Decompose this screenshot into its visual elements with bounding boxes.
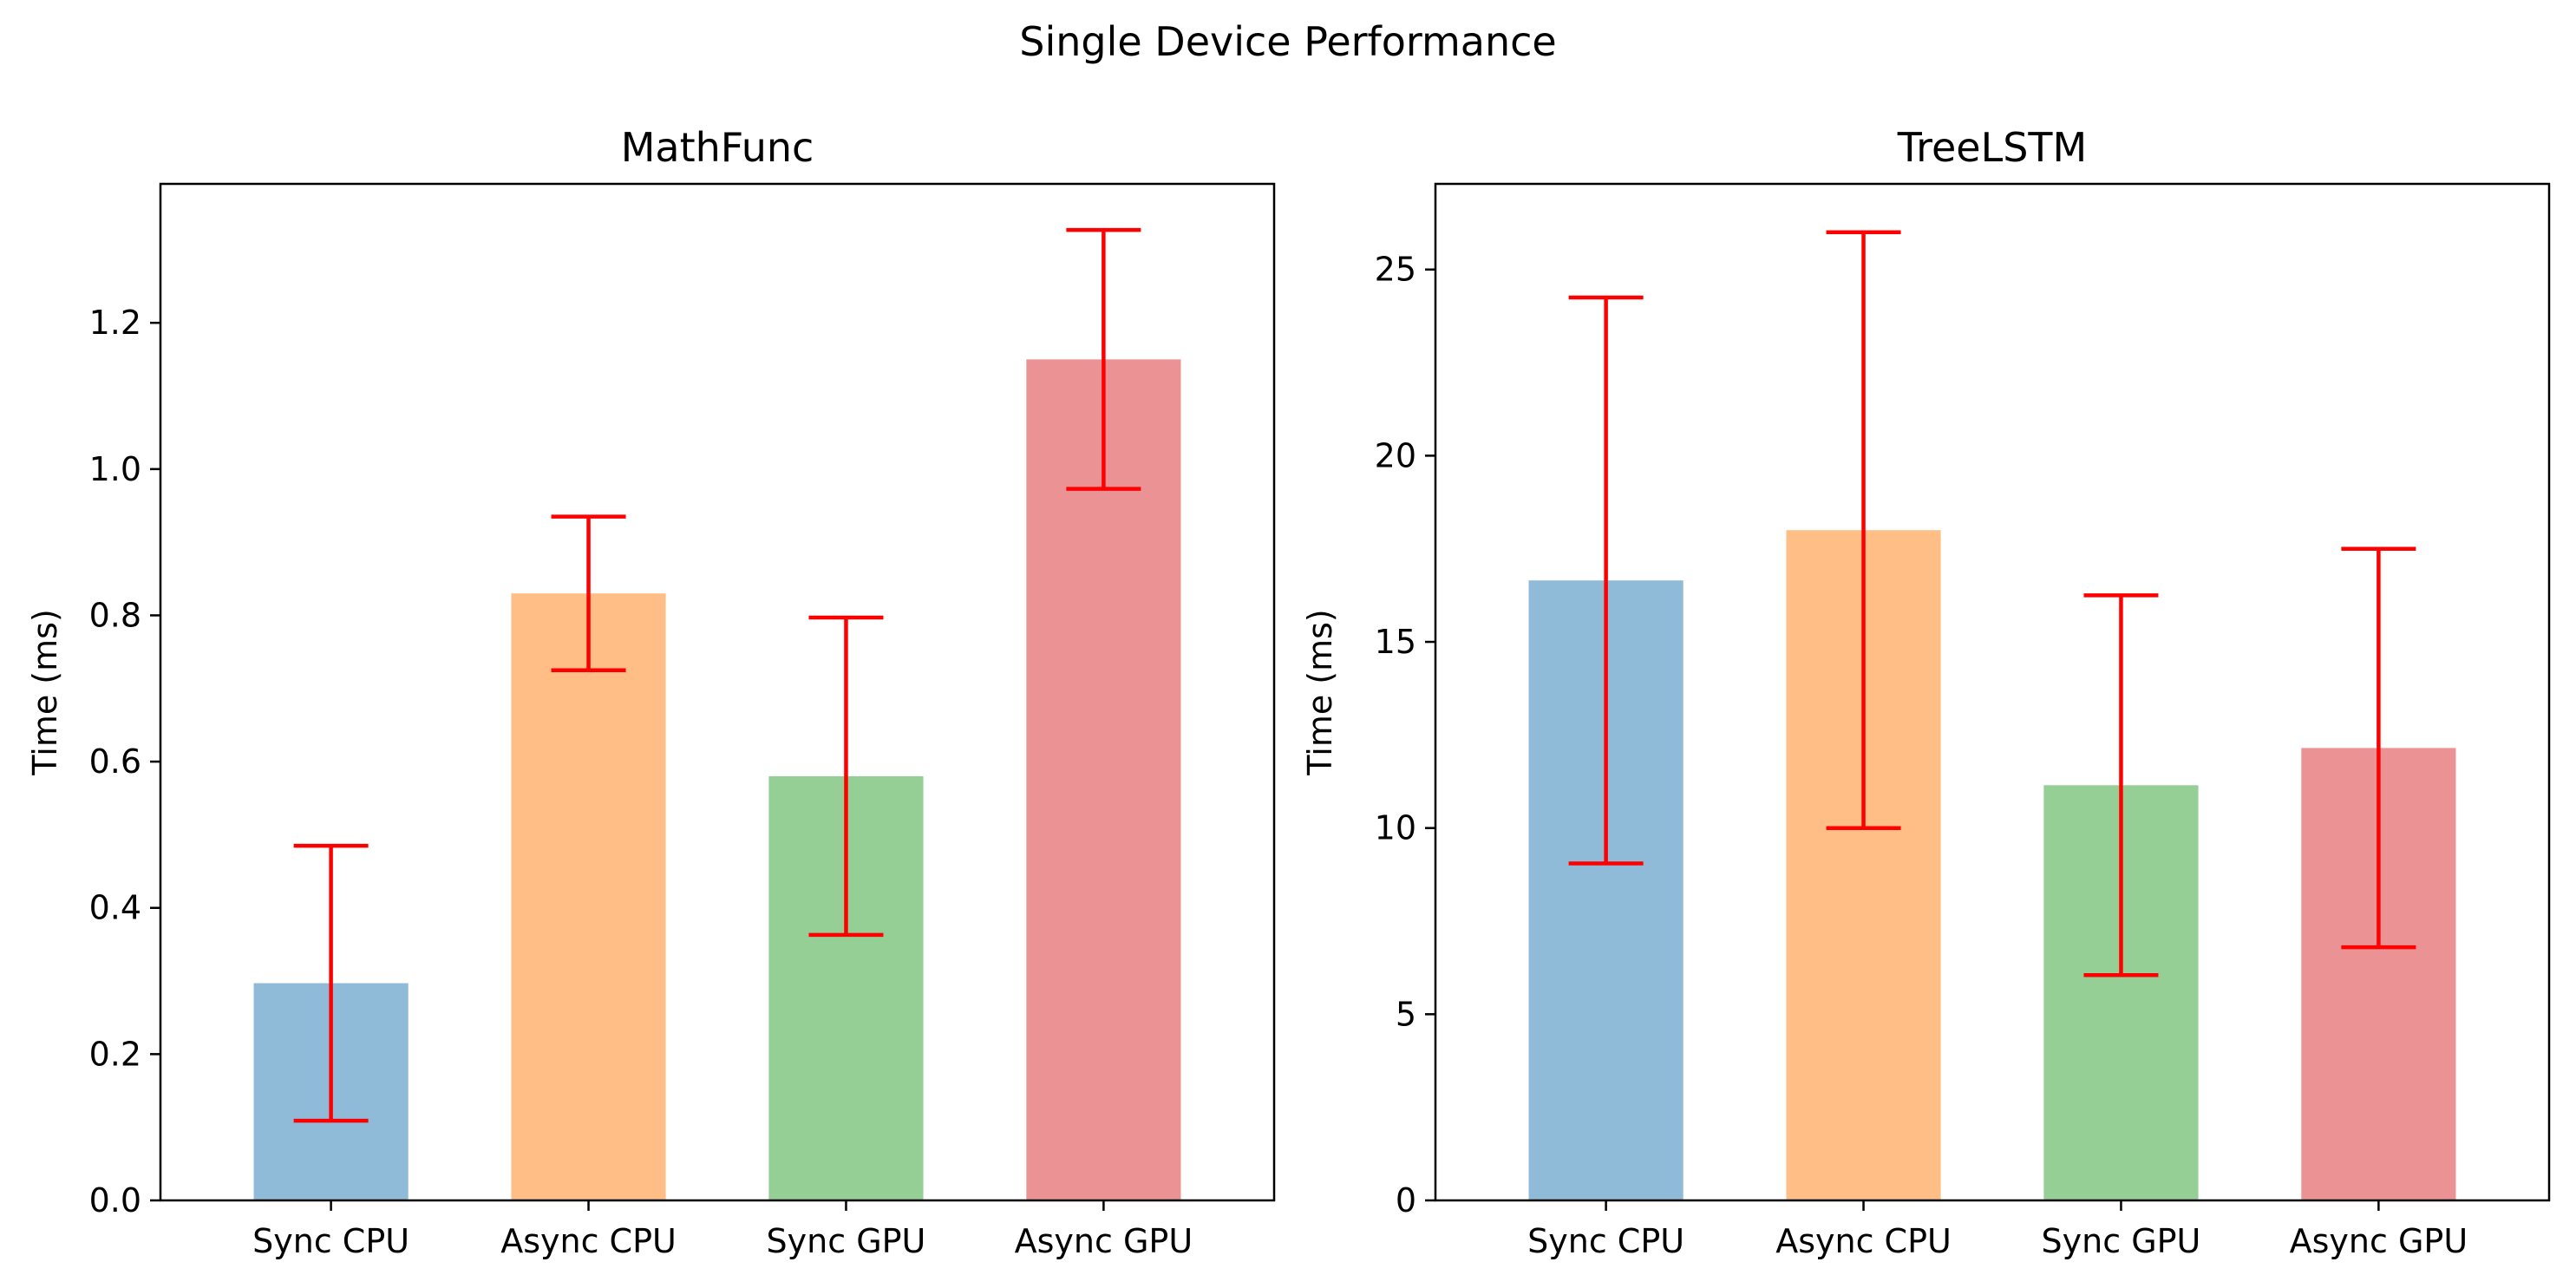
treelstm-xtick-label: Sync CPU: [1527, 1222, 1684, 1260]
mathfunc-ytick-label: 0.2: [89, 1035, 141, 1073]
treelstm-ytick-label: 0: [1396, 1181, 1416, 1219]
treelstm-xtick-label: Async GPU: [2290, 1222, 2468, 1260]
treelstm-axes-frame: [1434, 182, 2551, 1202]
figure-title: Single Device Performance: [1019, 18, 1556, 65]
treelstm-ytick-label: 25: [1375, 251, 1416, 289]
mathfunc-errorbar-async-gpu: [1066, 227, 1141, 491]
mathfunc-bar-async-gpu: [1026, 359, 1181, 1200]
mathfunc-ytick-label: 1.2: [89, 304, 141, 342]
treelstm-panel: 0 5 10 15 20 25 Sync CPU Async CPU Sync GPU Async…: [1301, 124, 2551, 1260]
treelstm-ylabel: Time (ms): [1301, 609, 1339, 776]
treelstm-errorbar-sync-gpu: [2083, 593, 2159, 977]
mathfunc-ytick-label: 0.4: [89, 889, 141, 927]
mathfunc-bar-async-cpu: [511, 593, 666, 1200]
treelstm-xtick-label: Sync GPU: [2042, 1222, 2201, 1260]
mathfunc-xtick-label: Async CPU: [500, 1222, 677, 1260]
treelstm-ytick-label: 5: [1396, 995, 1416, 1033]
mathfunc-xtick-label: Async GPU: [1015, 1222, 1193, 1260]
treelstm-ytick-label: 20: [1375, 436, 1416, 474]
treelstm-errorbar-async-cpu: [1826, 230, 1901, 830]
mathfunc-ytick-label: 1.0: [89, 450, 141, 488]
treelstm-xtick-label: Async CPU: [1775, 1222, 1952, 1260]
mathfunc-xtick-label: Sync GPU: [767, 1222, 926, 1260]
mathfunc-errorbar-async-cpu: [551, 514, 626, 672]
mathfunc-xtick-label: Sync CPU: [252, 1222, 409, 1260]
treelstm-title: TreeLSTM: [1897, 124, 2087, 171]
treelstm-ytick-label: 10: [1375, 809, 1416, 847]
mathfunc-errorbar-sync-cpu: [293, 843, 369, 1123]
mathfunc-ytick-label: 0.8: [89, 596, 141, 634]
mathfunc-axes-frame: [159, 182, 1276, 1202]
mathfunc-ytick-label: 0.6: [89, 742, 141, 781]
treelstm-ytick-label: 15: [1375, 623, 1416, 661]
mathfunc-panel: 0.0 0.2 0.4 0.6 0.8 1.0 1.2 Sync CPU Async CPU Sy…: [26, 124, 1276, 1260]
mathfunc-ytick-label: 0.0: [89, 1181, 141, 1219]
treelstm-errorbar-async-gpu: [2341, 546, 2416, 950]
mathfunc-errorbar-sync-gpu: [808, 615, 884, 938]
mathfunc-ylabel: Time (ms): [26, 609, 64, 776]
treelstm-errorbar-sync-cpu: [1568, 295, 1644, 866]
mathfunc-title: MathFunc: [621, 124, 814, 171]
